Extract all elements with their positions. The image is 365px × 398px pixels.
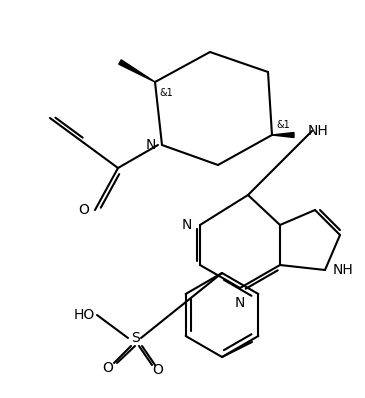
Text: N: N <box>182 218 192 232</box>
Text: O: O <box>103 361 114 375</box>
Polygon shape <box>272 133 294 137</box>
Text: S: S <box>131 331 139 345</box>
Text: NH: NH <box>308 124 329 138</box>
Text: N: N <box>235 296 245 310</box>
Text: O: O <box>78 203 89 217</box>
Text: &1: &1 <box>159 88 173 98</box>
Text: &1: &1 <box>276 120 290 130</box>
Polygon shape <box>119 60 155 82</box>
Text: N: N <box>146 138 156 152</box>
Text: HO: HO <box>74 308 95 322</box>
Text: NH: NH <box>333 263 354 277</box>
Text: O: O <box>153 363 164 377</box>
